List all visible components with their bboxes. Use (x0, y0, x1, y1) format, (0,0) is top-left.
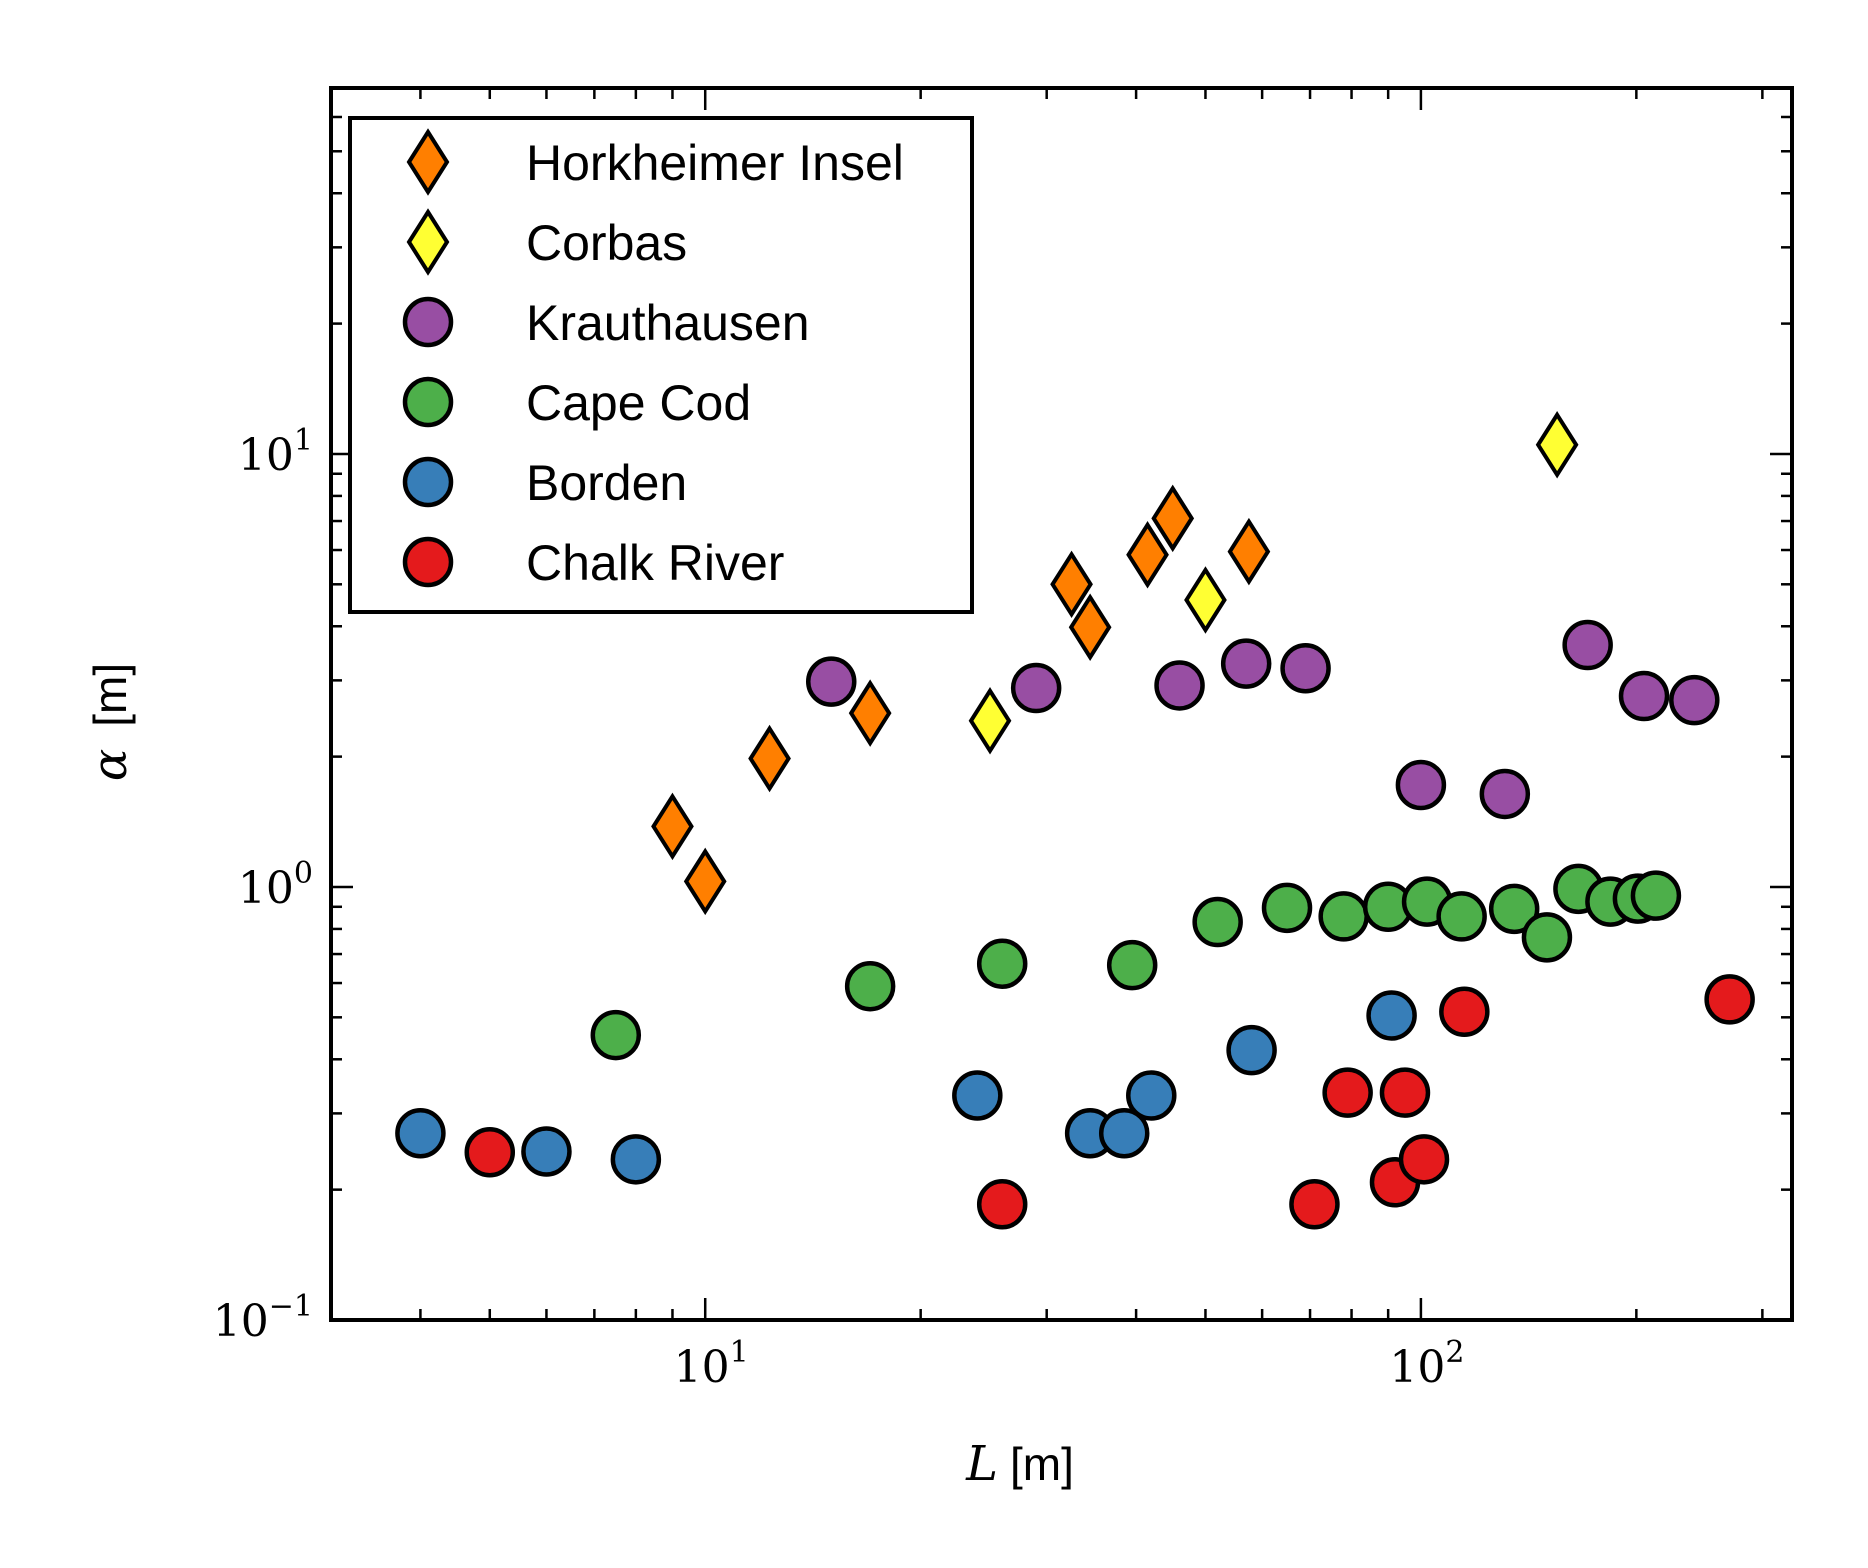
svg-text:L[m]: L [m] (965, 1436, 1074, 1492)
data-point-cape-cod (1318, 891, 1369, 942)
legend-item-horkheimer-insel: Horkheimer Insel (406, 128, 904, 196)
data-point-chalk-river (1439, 986, 1490, 1038)
data-point-horkheimer-insel (1050, 550, 1093, 619)
legend-label-krauthausen: Krauthausen (526, 295, 810, 351)
data-point-borden (1126, 1070, 1177, 1121)
data-point-krauthausen (1479, 768, 1531, 820)
y-axis-label: α [m] (82, 663, 138, 781)
data-point-corbas (1535, 411, 1579, 479)
axis-ticks (329, 86, 1792, 1322)
data-point-borden (1366, 990, 1417, 1041)
series-horkheimer-insel (651, 484, 1271, 916)
data-point-chalk-river (1704, 974, 1755, 1025)
data-point-krauthausen (1395, 759, 1447, 811)
data-point-krauthausen (1618, 670, 1670, 722)
legend-marker-krauthausen (402, 296, 454, 348)
legend-item-cape-cod: Cape Cod (402, 375, 751, 431)
data-point-krauthausen (1220, 638, 1272, 689)
data-point-krauthausen (1154, 660, 1205, 711)
data-point-cape-cod (844, 960, 896, 1012)
legend-marker-cape-cod (402, 376, 454, 428)
data-point-cape-cod (1192, 896, 1243, 948)
x-tick-label: 102 (1389, 1335, 1464, 1393)
axis-tick-labels: 101 102 10−1 100 101 (213, 423, 1465, 1393)
legend-marker-borden (402, 456, 454, 508)
data-point-horkheimer-insel (1068, 593, 1112, 661)
data-point-horkheimer-insel (848, 679, 892, 747)
data-point-krauthausen (1010, 662, 1062, 714)
data-point-krauthausen (805, 656, 857, 707)
data-point-cape-cod (1261, 882, 1313, 934)
series-cape-cod (590, 863, 1682, 1061)
data-points (395, 411, 1755, 1230)
data-point-borden (610, 1134, 662, 1185)
y-tick-label: 101 (238, 423, 313, 481)
legend-item-borden: Borden (402, 455, 687, 511)
data-point-chalk-river (1322, 1067, 1373, 1118)
data-point-horkheimer-insel (651, 792, 694, 861)
data-point-horkheimer-insel (683, 847, 727, 916)
data-point-borden (1226, 1024, 1277, 1076)
y-axis-unit: [m] (84, 663, 136, 727)
y-tick-label: 10−1 (213, 1289, 313, 1347)
data-point-krauthausen (1562, 619, 1613, 671)
y-tick-label: 100 (238, 856, 313, 914)
series-krauthausen (805, 619, 1720, 820)
legend-label-chalk-river: Chalk River (526, 535, 784, 591)
data-point-cape-cod (976, 938, 1028, 989)
data-point-borden (952, 1070, 1003, 1121)
axes-frame (329, 86, 1794, 1322)
data-point-corbas (968, 687, 1012, 755)
svg-text:α[m]: α [m] (82, 663, 138, 781)
data-point-cape-cod (1521, 912, 1573, 963)
data-point-chalk-river (1289, 1179, 1340, 1230)
legend-marker-horkheimer-insel (406, 128, 450, 196)
legend-marker-chalk-river (402, 536, 454, 588)
data-point-horkheimer-insel (1126, 521, 1169, 589)
data-point-horkheimer-insel (1151, 484, 1195, 553)
legend-item-corbas: Corbas (406, 208, 687, 276)
legend-label-borden: Borden (526, 455, 687, 511)
data-point-corbas (1184, 566, 1227, 634)
legend-item-krauthausen: Krauthausen (402, 295, 810, 351)
legend-label-corbas: Corbas (526, 215, 687, 271)
legend-box (348, 116, 974, 614)
legend-label-cape-cod: Cape Cod (526, 375, 751, 431)
data-point-krauthausen (1669, 674, 1720, 726)
legend-marker-corbas (406, 208, 450, 276)
series-corbas (968, 411, 1579, 755)
data-point-chalk-river (464, 1127, 516, 1178)
legend-item-chalk-river: Chalk River (402, 535, 784, 591)
data-point-chalk-river (1379, 1067, 1431, 1118)
data-point-borden (395, 1107, 446, 1159)
data-point-krauthausen (1280, 642, 1331, 694)
data-point-horkheimer-insel (748, 724, 791, 793)
data-point-borden (1098, 1107, 1150, 1159)
data-point-cape-cod (1630, 870, 1682, 921)
data-point-cape-cod (1436, 891, 1487, 942)
data-point-chalk-river (976, 1179, 1028, 1230)
data-point-cape-cod (590, 1009, 642, 1061)
y-axis-symbol: α (82, 749, 138, 781)
series-chalk-river (464, 974, 1755, 1230)
data-point-cape-cod (1488, 883, 1540, 935)
legend: Horkheimer Insel Corbas Krauthausen Cape Co… (348, 116, 974, 614)
data-point-cape-cod (1106, 939, 1158, 991)
legend-label-horkheimer-insel: Horkheimer Insel (526, 135, 904, 191)
data-point-borden (521, 1126, 572, 1177)
series-borden (395, 990, 1417, 1185)
data-point-chalk-river (1398, 1134, 1450, 1185)
x-tick-label: 101 (674, 1335, 749, 1393)
data-point-horkheimer-insel (1227, 517, 1271, 586)
x-axis-symbol: L (965, 1436, 998, 1492)
x-axis-label: L [m] (965, 1436, 1074, 1492)
x-axis-unit: [m] (1010, 1438, 1074, 1490)
